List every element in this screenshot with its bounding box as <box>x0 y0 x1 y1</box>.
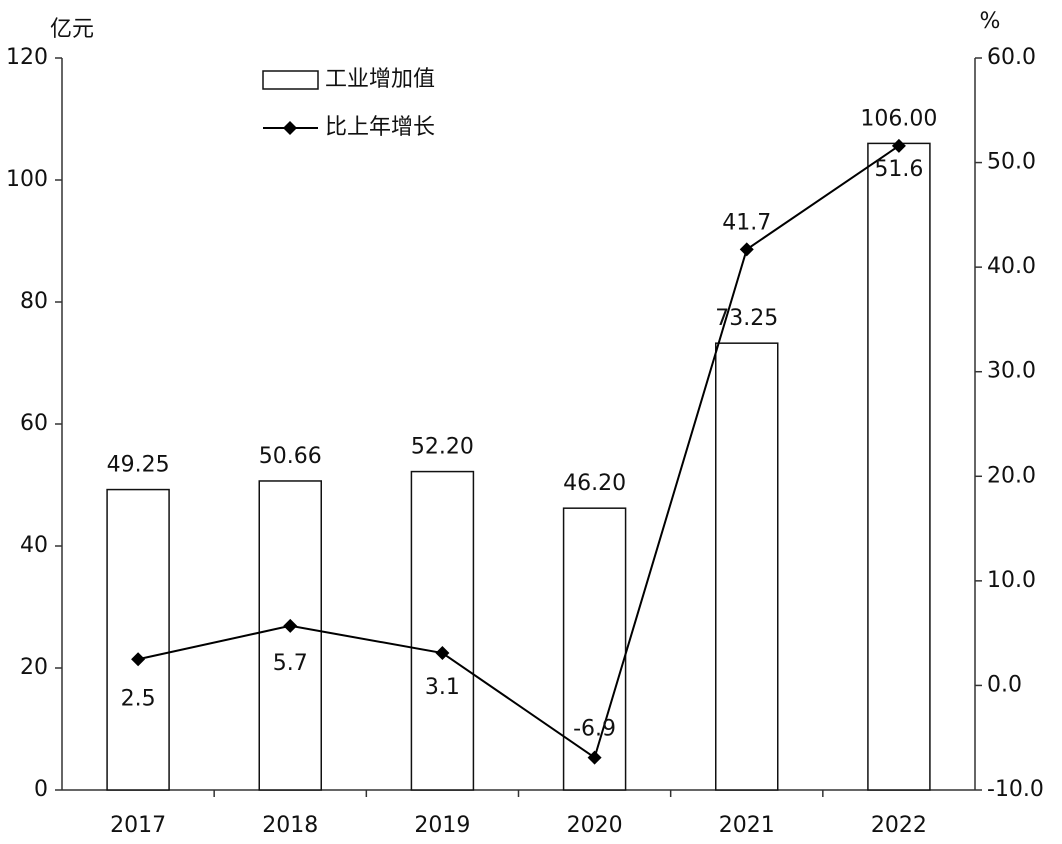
legend-label: 比上年增长 <box>325 115 435 140</box>
y2-tick-label: 10.0 <box>987 568 1036 593</box>
line-value-label: 51.6 <box>874 157 923 182</box>
line <box>137 145 900 760</box>
x-tick-label: 2017 <box>110 813 166 838</box>
bar-value-label: 52.20 <box>411 435 474 460</box>
y-tick-label: 120 <box>6 45 48 70</box>
bar-value-label: 50.66 <box>259 444 322 469</box>
bar <box>867 142 931 791</box>
x-tick-label: 2018 <box>262 813 318 838</box>
y2-tick-label: 50.0 <box>987 150 1036 175</box>
y-tick-label: 100 <box>6 167 48 192</box>
y-tick-label: 80 <box>20 289 48 314</box>
legend-label: 工业增加值 <box>325 67 435 92</box>
line-value-label: 41.7 <box>722 210 771 235</box>
y-tick-label: 60 <box>20 411 48 436</box>
bar <box>562 507 627 791</box>
line-marker <box>283 618 298 633</box>
y-tick-label: 20 <box>20 655 48 680</box>
line-marker <box>131 652 146 667</box>
y2-tick-label: 0.0 <box>987 672 1022 697</box>
line-value-label: 2.5 <box>121 686 156 711</box>
y-tick-label: 0 <box>34 777 48 802</box>
bar <box>106 488 170 791</box>
line-marker <box>587 750 602 765</box>
y2-axis-title: % <box>980 9 1001 34</box>
y2-tick-label: 40.0 <box>987 254 1036 279</box>
bar-value-label: 49.25 <box>107 453 170 478</box>
y-tick-label: 40 <box>20 533 48 558</box>
line-value-label: 3.1 <box>425 675 460 700</box>
bar-value-label: 46.20 <box>563 471 626 496</box>
line-value-label: -6.9 <box>573 717 616 742</box>
legend-marker <box>283 121 297 135</box>
y2-tick-label: 30.0 <box>987 359 1036 384</box>
bar <box>715 342 779 791</box>
legend-swatch <box>262 70 319 90</box>
line-marker <box>891 138 906 153</box>
x-tick-label: 2022 <box>871 813 927 838</box>
x-tick-label: 2020 <box>567 813 623 838</box>
line-marker <box>435 646 450 661</box>
y-axis-title: 亿元 <box>50 17 94 42</box>
bar <box>410 470 475 791</box>
bar <box>258 480 322 791</box>
x-tick-label: 2019 <box>414 813 470 838</box>
line-value-label: 5.7 <box>273 651 308 676</box>
y2-tick-label: 60.0 <box>987 45 1036 70</box>
y2-tick-label: 20.0 <box>987 463 1036 488</box>
bar-value-label: 73.25 <box>715 306 778 331</box>
x-tick-label: 2021 <box>719 813 775 838</box>
y2-tick-label: -10.0 <box>987 777 1044 802</box>
line-marker <box>739 242 754 257</box>
bar-value-label: 106.00 <box>860 106 937 131</box>
